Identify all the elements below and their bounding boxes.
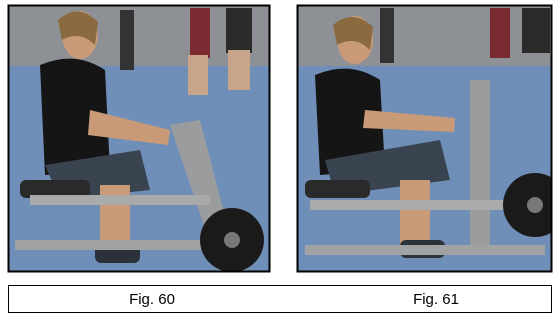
caption-box xyxy=(9,286,552,313)
photo xyxy=(9,6,269,272)
caption: Fig. 60 xyxy=(129,291,175,308)
page: Fig. 60 Fig. 61 (() => { const data = JS… xyxy=(0,0,558,314)
photo xyxy=(298,6,558,271)
caption: Fig. 61 xyxy=(413,291,459,308)
figure-sheet: Fig. 60 Fig. 61 xyxy=(0,0,558,314)
